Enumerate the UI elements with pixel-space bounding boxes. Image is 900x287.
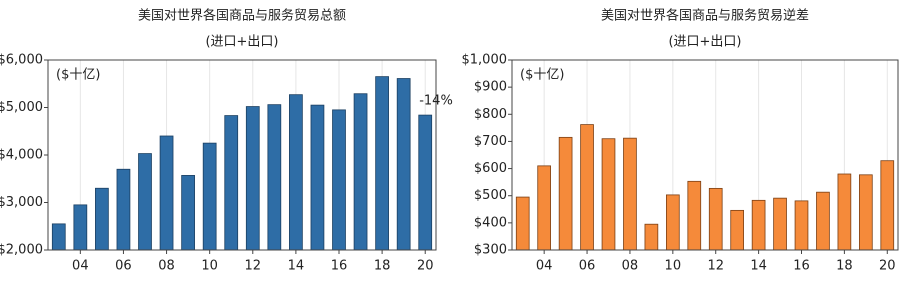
y-tick-label: $3,000 bbox=[0, 195, 43, 210]
y-tick-label: $5,000 bbox=[0, 100, 43, 115]
bar bbox=[794, 200, 809, 251]
x-tick-label: 16 bbox=[793, 259, 810, 274]
x-tick-label: 12 bbox=[707, 259, 724, 274]
x-tick-label: 08 bbox=[622, 259, 639, 274]
bar bbox=[181, 175, 195, 251]
y-tick-label: $500 bbox=[474, 188, 507, 203]
chart-title: 美国对世界各国商品与服务贸易总额 bbox=[138, 8, 346, 24]
x-tick-label: 20 bbox=[417, 259, 434, 274]
x-tick-label: 10 bbox=[665, 259, 682, 274]
x-tick-label: 08 bbox=[158, 259, 175, 274]
bar bbox=[310, 104, 325, 251]
bar bbox=[751, 199, 766, 251]
bar bbox=[666, 194, 680, 251]
bar bbox=[687, 180, 702, 251]
bar bbox=[773, 197, 787, 251]
bar bbox=[267, 104, 282, 251]
x-tick-label: 06 bbox=[115, 259, 132, 274]
bar bbox=[623, 137, 637, 251]
chart-subtitle: (进口+出口) bbox=[668, 35, 741, 50]
y-tick-label: $900 bbox=[474, 80, 507, 95]
bar bbox=[289, 94, 303, 251]
bar bbox=[353, 93, 368, 251]
x-tick-label: 12 bbox=[245, 259, 262, 274]
x-tick-label: 04 bbox=[72, 259, 89, 274]
bar bbox=[224, 115, 239, 251]
bar bbox=[515, 196, 530, 251]
bar bbox=[418, 114, 433, 251]
x-tick-label: 06 bbox=[579, 259, 596, 274]
y-tick-label: $600 bbox=[474, 161, 507, 176]
bar bbox=[580, 124, 594, 251]
y-tick-label: $2,000 bbox=[0, 243, 43, 258]
bar bbox=[245, 106, 260, 251]
bar bbox=[202, 142, 217, 251]
bar bbox=[708, 187, 723, 251]
y-tick-label: $4,000 bbox=[0, 148, 43, 163]
bar bbox=[375, 76, 389, 251]
bar bbox=[332, 109, 346, 251]
y-tick-label: $6,000 bbox=[0, 53, 43, 68]
y-tick-label: $1,000 bbox=[462, 53, 508, 68]
bar bbox=[95, 187, 109, 251]
x-tick-label: 16 bbox=[331, 259, 348, 274]
bar bbox=[880, 160, 895, 251]
bar bbox=[116, 168, 131, 251]
annotation: -14% bbox=[419, 94, 453, 109]
bar bbox=[558, 136, 573, 251]
chart-title: 美国对世界各国商品与服务贸易逆差 bbox=[601, 8, 809, 24]
bar bbox=[51, 223, 66, 251]
x-tick-label: 18 bbox=[836, 259, 853, 274]
bar bbox=[730, 209, 745, 251]
x-tick-label: 14 bbox=[750, 259, 767, 274]
bar bbox=[859, 174, 873, 251]
x-tick-label: 04 bbox=[536, 259, 553, 274]
bar bbox=[837, 173, 852, 251]
x-tick-label: 18 bbox=[374, 259, 391, 274]
bar bbox=[159, 135, 174, 251]
y-tick-label: $400 bbox=[474, 215, 507, 230]
bar bbox=[73, 204, 88, 251]
unit-label: ($十亿) bbox=[56, 68, 100, 83]
y-tick-label: $700 bbox=[474, 134, 507, 149]
x-tick-label: 14 bbox=[288, 259, 305, 274]
plot-frame bbox=[511, 59, 899, 251]
bar bbox=[138, 153, 152, 251]
x-tick-label: 20 bbox=[879, 259, 896, 274]
y-tick-label: $800 bbox=[474, 107, 507, 122]
bar bbox=[396, 78, 411, 251]
bar bbox=[644, 223, 659, 251]
bar bbox=[601, 138, 616, 251]
y-tick-label: $300 bbox=[474, 243, 507, 258]
chart-subtitle: (进口+出口) bbox=[205, 35, 278, 50]
unit-label: ($十亿) bbox=[520, 68, 564, 83]
x-tick-label: 10 bbox=[201, 259, 218, 274]
plot-frame bbox=[47, 59, 437, 251]
bar bbox=[816, 191, 830, 251]
bar bbox=[537, 165, 552, 251]
